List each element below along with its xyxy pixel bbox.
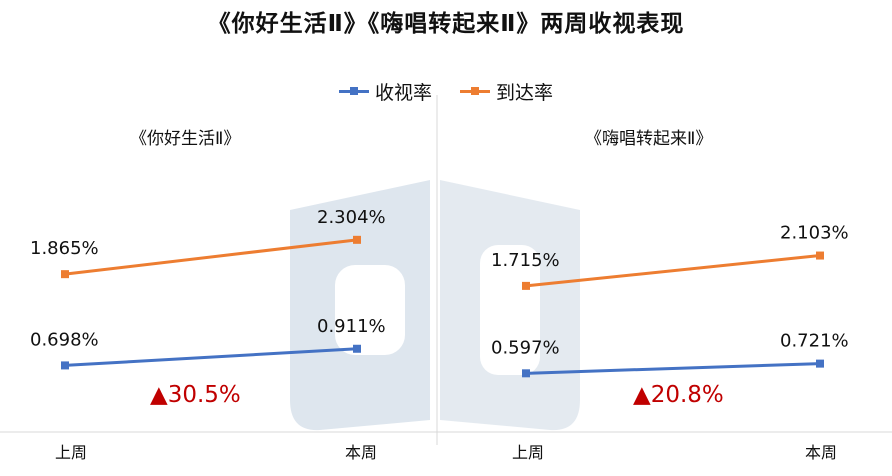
legend-item-rating: 收视率	[338, 78, 432, 105]
x-tick-label: 上周	[55, 443, 87, 462]
x-tick-label: 上周	[512, 443, 544, 462]
data-label: 1.865%	[30, 238, 99, 259]
data-point	[816, 359, 824, 368]
data-point	[61, 270, 69, 279]
data-point	[353, 235, 361, 244]
legend: 收视率 到达率	[0, 78, 892, 105]
growth-annotation: ▲30.5%	[150, 382, 241, 408]
data-point	[522, 281, 530, 290]
watermark-logo	[290, 180, 580, 431]
legend-swatch-rating	[338, 87, 369, 95]
chart-title: 《你好生活Ⅱ》《嗨唱转起来Ⅱ》两周收视表现	[207, 11, 685, 37]
series-line	[525, 362, 821, 375]
data-label: 2.103%	[780, 223, 849, 244]
series-line	[64, 347, 358, 367]
legend-item-reach: 到达率	[460, 78, 553, 105]
data-label: 0.721%	[780, 331, 849, 352]
data-label: 1.715%	[491, 250, 560, 271]
x-tick-label: 本周	[345, 443, 377, 462]
growth-annotation: ▲20.8%	[633, 382, 724, 408]
panel-title-right: 《嗨唱转起来Ⅱ》	[585, 129, 713, 149]
data-point	[353, 344, 361, 353]
data-point	[61, 361, 69, 370]
x-tick-label: 本周	[805, 443, 837, 462]
legend-label-reach: 到达率	[496, 82, 554, 104]
data-label: 2.304%	[317, 207, 386, 228]
panel-title-left: 《你好生活Ⅱ》	[130, 129, 241, 149]
legend-swatch-reach	[460, 87, 490, 95]
data-label: 0.698%	[30, 329, 99, 350]
data-label: 0.597%	[491, 337, 560, 358]
series-line	[525, 254, 821, 288]
legend-label-rating: 收视率	[374, 82, 432, 104]
series-line	[64, 238, 358, 276]
data-point	[816, 251, 824, 260]
data-label: 0.911%	[317, 316, 386, 337]
data-point	[522, 369, 530, 378]
